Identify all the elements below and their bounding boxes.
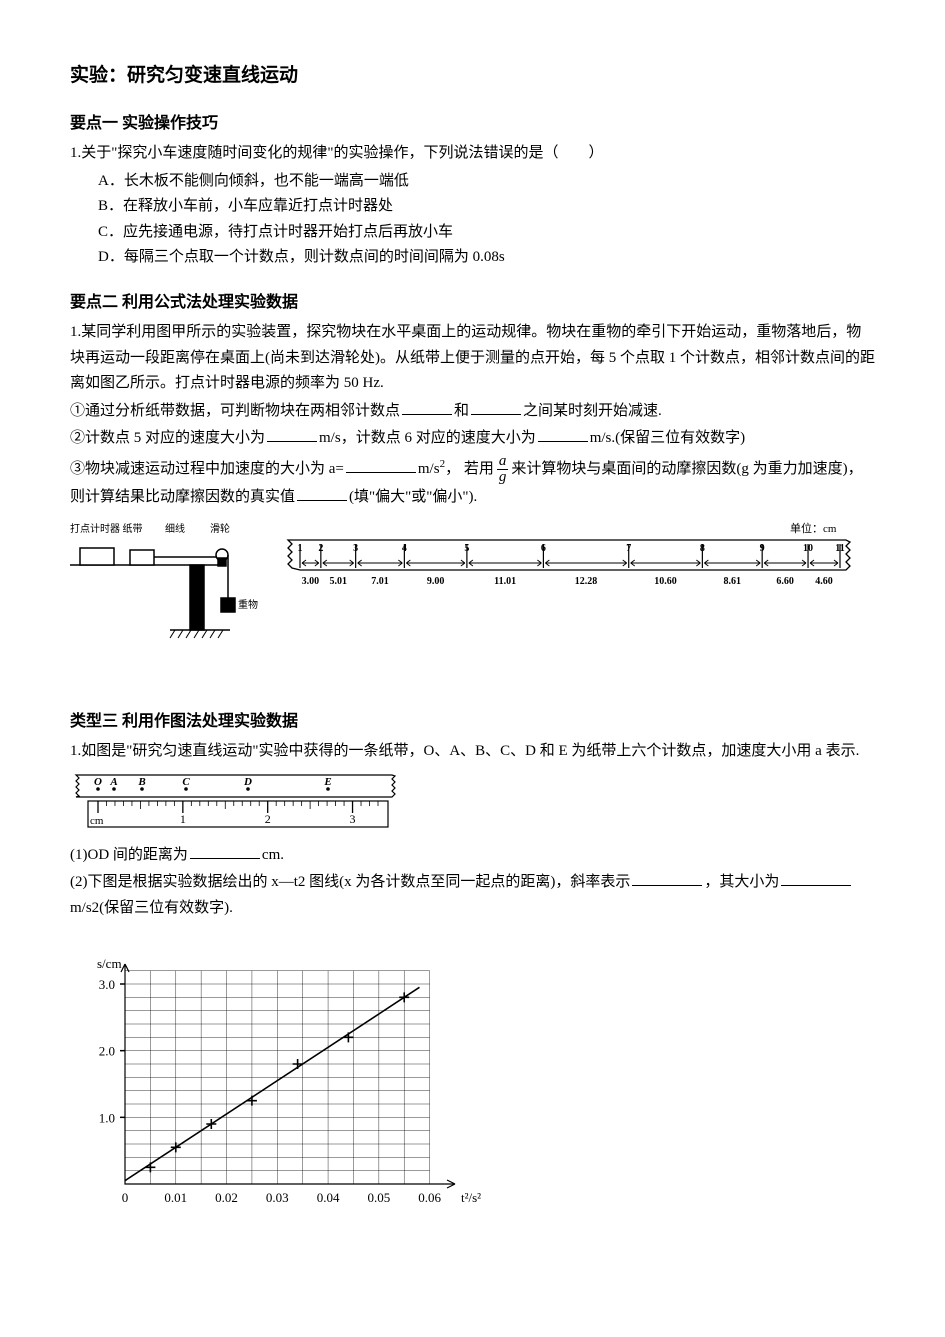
s2-p2b: 和 bbox=[454, 403, 469, 419]
svg-text:7: 7 bbox=[626, 543, 631, 554]
app-label-1: 细线 bbox=[165, 522, 185, 535]
svg-text:1: 1 bbox=[180, 812, 186, 826]
svg-text:11.01: 11.01 bbox=[494, 576, 516, 587]
svg-text:E: E bbox=[323, 776, 331, 788]
svg-text:9: 9 bbox=[760, 543, 765, 554]
svg-text:0.04: 0.04 bbox=[317, 1190, 340, 1205]
svg-text:3: 3 bbox=[353, 543, 358, 554]
svg-text:12.28: 12.28 bbox=[575, 576, 598, 587]
svg-text:0.06: 0.06 bbox=[418, 1190, 441, 1205]
s2-p3c: m/s.(保留三位有效数字) bbox=[590, 430, 745, 446]
section3-heading: 类型三 利用作图法处理实验数据 bbox=[70, 708, 875, 735]
svg-text:t²/s²: t²/s² bbox=[461, 1190, 481, 1205]
svg-text:2: 2 bbox=[265, 812, 271, 826]
svg-text:cm: cm bbox=[90, 815, 104, 827]
s2-figures: 打点计时器 纸带 细线 滑轮 重物 单位：cm 1 2 3 4 5 6 7 8 9 10 11 3.00… bbox=[70, 520, 875, 650]
blank-2[interactable] bbox=[471, 399, 521, 415]
s1-optA: A．长木板不能侧向倾斜，也不能一端高一端低 bbox=[70, 169, 875, 195]
s2-p2c: 之间某时刻开始减速. bbox=[523, 403, 662, 419]
svg-text:0.03: 0.03 bbox=[266, 1190, 289, 1205]
svg-text:1: 1 bbox=[298, 543, 303, 554]
svg-text:0: 0 bbox=[122, 1190, 129, 1205]
tape3-figure: OA B C D E 1 2 3 cm bbox=[70, 771, 875, 837]
svg-text:10.60: 10.60 bbox=[654, 576, 677, 587]
svg-text:9.00: 9.00 bbox=[427, 576, 445, 587]
section1-heading: 要点一 实验操作技巧 bbox=[70, 110, 875, 137]
svg-text:单位：cm: 单位：cm bbox=[790, 521, 837, 535]
s3-p3b: ，其大小为 bbox=[704, 874, 779, 890]
s2-p4: ③物块减速运动过程中加速度的大小为 a=m/s2， 若用ag来计算物块与桌面间的… bbox=[70, 454, 875, 511]
svg-text:D: D bbox=[243, 776, 252, 788]
s1-optD: D．每隔三个点取一个计数点，则计数点间的时间间隔为 0.08s bbox=[70, 245, 875, 271]
svg-text:6.60: 6.60 bbox=[776, 576, 794, 587]
svg-text:6: 6 bbox=[541, 543, 546, 554]
svg-text:C: C bbox=[182, 776, 190, 788]
page-title: 实验：研究匀变速直线运动 bbox=[70, 60, 875, 92]
s3-p2b: cm. bbox=[262, 847, 284, 863]
blank-4[interactable] bbox=[538, 426, 588, 442]
app-label-2: 滑轮 bbox=[210, 522, 230, 535]
s1-optB: B．在释放小车前，小车应靠近打点计时器处 bbox=[70, 194, 875, 220]
svg-text:0.05: 0.05 bbox=[367, 1190, 390, 1205]
svg-text:5.01: 5.01 bbox=[329, 576, 347, 587]
blank-3[interactable] bbox=[267, 426, 317, 442]
svg-text:3.0: 3.0 bbox=[99, 977, 115, 992]
svg-text:11: 11 bbox=[835, 543, 844, 554]
svg-text:1.0: 1.0 bbox=[99, 1111, 115, 1126]
svg-text:4.60: 4.60 bbox=[815, 576, 833, 587]
blank-6[interactable] bbox=[297, 485, 347, 501]
s2-p4b: m/s bbox=[418, 461, 440, 477]
tape-figure: 单位：cm 1 2 3 4 5 6 7 8 9 10 11 3.00 5.01 7.01 9.00 11.01 1… bbox=[280, 520, 860, 590]
svg-text:2: 2 bbox=[318, 543, 323, 554]
s3-p2a: (1)OD 间的距离为 bbox=[70, 847, 188, 863]
svg-text:5: 5 bbox=[464, 543, 469, 554]
s2-p2: ①通过分析纸带数据，可判断物块在两相邻计数点 和 之间某时刻开始减速. bbox=[70, 399, 875, 425]
s2-p3a: ②计数点 5 对应的速度大小为 bbox=[70, 430, 265, 446]
blank-8[interactable] bbox=[632, 870, 702, 886]
svg-text:O: O bbox=[94, 776, 102, 788]
svg-text:B: B bbox=[137, 776, 145, 788]
svg-text:s/cm: s/cm bbox=[97, 956, 122, 971]
blank-9[interactable] bbox=[781, 870, 851, 886]
s2-p4e: (填"偏大"或"偏小"). bbox=[349, 489, 477, 505]
s2-p3b: m/s，计数点 6 对应的速度大小为 bbox=[319, 430, 536, 446]
svg-text:8: 8 bbox=[700, 543, 705, 554]
svg-text:10: 10 bbox=[803, 543, 813, 554]
blank-5[interactable] bbox=[346, 457, 416, 473]
svg-text:8.61: 8.61 bbox=[724, 576, 742, 587]
svg-text:3.00: 3.00 bbox=[302, 576, 320, 587]
blank-7[interactable] bbox=[190, 843, 260, 859]
svg-text:4: 4 bbox=[402, 543, 407, 554]
s2-p1: 1.某同学利用图甲所示的实验装置，探究物块在水平桌面上的运动规律。物块在重物的牵… bbox=[70, 320, 875, 397]
s2-p2a: ①通过分析纸带数据，可判断物块在两相邻计数点 bbox=[70, 403, 400, 419]
apparatus-figure: 打点计时器 纸带 细线 滑轮 重物 bbox=[70, 520, 260, 650]
fraction-a-g: ag bbox=[497, 454, 509, 485]
svg-text:A: A bbox=[109, 776, 117, 788]
svg-text:2.0: 2.0 bbox=[99, 1044, 115, 1059]
s3-p3: (2)下图是根据实验数据绘出的 x—t2 图线(x 为各计数点至同一起点的距离)… bbox=[70, 870, 875, 921]
s3-p3c: m/s2(保留三位有效数字). bbox=[70, 900, 233, 916]
graph-figure: 0 0.01 0.02 0.03 0.04 0.05 0.06 1.0 2.0 3.0 s/cm t²… bbox=[70, 929, 875, 1219]
s1-q1: 1.关于"探究小车速度随时间变化的规律"的实验操作，下列说法错误的是（ ） bbox=[70, 141, 875, 167]
svg-text:7.01: 7.01 bbox=[371, 576, 389, 587]
blank-1[interactable] bbox=[402, 399, 452, 415]
s2-p4c: ， 若用 bbox=[445, 461, 494, 477]
s1-optC: C．应先接通电源，待打点计时器开始打点后再放小车 bbox=[70, 220, 875, 246]
svg-text:3: 3 bbox=[350, 812, 356, 826]
svg-text:0.02: 0.02 bbox=[215, 1190, 238, 1205]
s3-p2: (1)OD 间的距离为 cm. bbox=[70, 843, 875, 869]
section2-heading: 要点二 利用公式法处理实验数据 bbox=[70, 289, 875, 316]
s2-p4a: ③物块减速运动过程中加速度的大小为 a= bbox=[70, 461, 344, 477]
app-label-0: 打点计时器 纸带 bbox=[70, 522, 143, 535]
s2-p3: ②计数点 5 对应的速度大小为 m/s，计数点 6 对应的速度大小为 m/s.(保留… bbox=[70, 426, 875, 452]
s3-p1: 1.如图是"研究匀速直线运动"实验中获得的一条纸带，O、A、B、C、D 和 E … bbox=[70, 739, 875, 765]
s3-p3a: (2)下图是根据实验数据绘出的 x—t2 图线(x 为各计数点至同一起点的距离)… bbox=[70, 874, 630, 890]
app-label-3: 重物 bbox=[238, 598, 258, 611]
svg-text:0.01: 0.01 bbox=[164, 1190, 187, 1205]
